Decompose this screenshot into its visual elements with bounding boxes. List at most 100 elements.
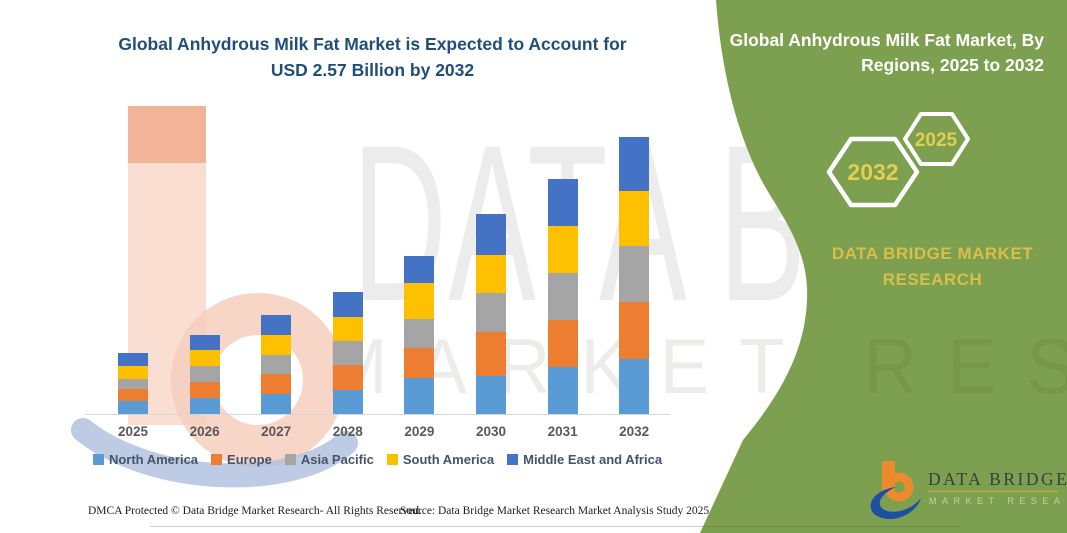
brand-text-line1: DATA BRIDGE MARKET bbox=[831, 244, 1034, 263]
x-axis-label-2025: 2025 bbox=[117, 424, 149, 439]
bar-segment-middle-east-and-africa-2030 bbox=[476, 214, 506, 255]
legend-swatch-icon bbox=[507, 454, 519, 465]
legend-swatch-icon bbox=[284, 454, 296, 465]
bar-segment-south-america-2028 bbox=[332, 317, 363, 341]
right-panel-heading-line2: Regions, 2025 to 2032 bbox=[861, 54, 1044, 75]
legend-label: Middle East and Africa bbox=[523, 452, 663, 467]
hexagon-2025-label: 2025 bbox=[915, 130, 958, 151]
brand-text-line2: RESEARCH bbox=[882, 270, 983, 290]
x-axis-label-2028: 2028 bbox=[332, 424, 363, 439]
legend-swatch-icon bbox=[211, 454, 223, 465]
bottom-divider-line bbox=[150, 526, 960, 527]
bar-segment-asia-pacific-2030 bbox=[476, 293, 506, 332]
bar-segment-middle-east-and-africa-2031 bbox=[547, 179, 578, 226]
bar-segment-europe-2026 bbox=[189, 382, 220, 398]
legend-label: South America bbox=[402, 452, 495, 467]
bar-segment-middle-east-and-africa-2029 bbox=[404, 256, 435, 283]
x-axis-label-2031: 2031 bbox=[547, 424, 578, 439]
bar-segment-south-america-2030 bbox=[476, 255, 506, 293]
bar-segment-asia-pacific-2025 bbox=[118, 379, 148, 389]
x-axis-label-2026: 2026 bbox=[189, 424, 220, 439]
x-axis-label-2029: 2029 bbox=[404, 424, 435, 439]
hexagon-badges: 2032 2025 bbox=[826, 112, 970, 208]
stacked-bar-2029 bbox=[404, 256, 435, 414]
footer-dmca-text: DMCA Protected © Data Bridge Market Rese… bbox=[88, 505, 422, 517]
x-axis-label-2027: 2027 bbox=[261, 424, 292, 439]
legend-label: North America bbox=[108, 452, 199, 467]
stacked-bar-2025 bbox=[118, 353, 148, 414]
bar-segment-europe-2028 bbox=[332, 365, 363, 390]
legend-swatch-icon bbox=[386, 454, 398, 465]
stacked-bar-2030 bbox=[476, 214, 506, 414]
bar-segment-asia-pacific-2028 bbox=[332, 341, 363, 365]
bar-segment-south-america-2031 bbox=[547, 226, 578, 273]
legend-label: Asia Pacific bbox=[300, 452, 374, 467]
watermark-text-market-research: MARKET RESEARCH bbox=[326, 322, 1067, 410]
bar-segment-south-america-2025 bbox=[118, 366, 148, 379]
bar-segment-south-america-2032 bbox=[619, 191, 650, 246]
bar-segment-north-america-2025 bbox=[118, 401, 148, 414]
logo-blue-swoosh bbox=[870, 487, 921, 520]
bar-segment-europe-2029 bbox=[404, 348, 435, 378]
legend-item-europe: Europe bbox=[211, 452, 272, 467]
bar-segment-north-america-2029 bbox=[404, 378, 435, 414]
bar-segment-europe-2031 bbox=[547, 320, 578, 367]
bar-segment-asia-pacific-2027 bbox=[261, 355, 292, 374]
brand-text: DATA BRIDGE MARKET RESEARCH bbox=[795, 241, 1067, 294]
stacked-bar-2028 bbox=[332, 292, 363, 414]
stacked-bar-2027 bbox=[261, 315, 292, 414]
bar-segment-asia-pacific-2026 bbox=[189, 366, 220, 382]
bar-segment-asia-pacific-2031 bbox=[547, 273, 578, 320]
x-axis-label-2030: 2030 bbox=[475, 424, 507, 439]
hexagon-2032-label: 2032 bbox=[847, 159, 898, 185]
stacked-bar-2026 bbox=[189, 335, 220, 414]
bar-segment-europe-2027 bbox=[261, 374, 292, 394]
watermark-blue-swoosh bbox=[71, 418, 358, 488]
legend-item-asia-pacific: Asia Pacific bbox=[284, 452, 374, 467]
legend-label: Europe bbox=[227, 452, 272, 467]
chart-title-line1: Global Anhydrous Milk Fat Market is Expe… bbox=[118, 34, 627, 54]
stacked-bar-2031 bbox=[547, 179, 578, 414]
footer-source-text: Source: Data Bridge Market Research Mark… bbox=[400, 505, 710, 517]
bar-segment-middle-east-and-africa-2027 bbox=[261, 315, 292, 335]
logo-wordmark: DATA BRIDGE bbox=[928, 469, 1066, 489]
logo-b-mark bbox=[870, 461, 921, 520]
bar-segment-north-america-2030 bbox=[476, 376, 506, 414]
watermark-b-topblock bbox=[128, 106, 206, 163]
green-panel-path bbox=[700, 0, 1067, 533]
x-axis-label-2032: 2032 bbox=[619, 424, 650, 439]
logo-b-bowl bbox=[884, 472, 914, 502]
bar-segment-south-america-2029 bbox=[404, 283, 435, 319]
bar-segment-north-america-2027 bbox=[261, 394, 292, 414]
bar-segment-middle-east-and-africa-2026 bbox=[189, 335, 220, 350]
legend-swatch-icon bbox=[92, 454, 104, 465]
legend-item-north-america: North America bbox=[92, 452, 199, 467]
bar-segment-north-america-2026 bbox=[189, 398, 220, 414]
bar-segment-asia-pacific-2032 bbox=[619, 246, 650, 302]
plot-area: 2025 2026 2027 2028 2029 2030 2031 2032 bbox=[85, 130, 670, 439]
legend-item-middle-east-and-africa: Middle East and Africa bbox=[507, 452, 662, 467]
chart-legend: North America Europe Asia Pacific South Ame… bbox=[85, 452, 670, 467]
databridge-logo: DATA BRIDGE MARKET RESEARCH bbox=[870, 461, 1066, 520]
hexagon-2032 bbox=[826, 136, 920, 208]
right-panel-heading: Global Anhydrous Milk Fat Market, By Reg… bbox=[699, 28, 1044, 77]
right-panel-heading-line1: Global Anhydrous Milk Fat Market, By bbox=[729, 30, 1044, 50]
hexagon-2025 bbox=[903, 112, 970, 166]
chart-title-line2: USD 2.57 Billion by 2032 bbox=[270, 60, 475, 81]
bar-segment-north-america-2031 bbox=[547, 367, 578, 414]
bar-segment-south-america-2027 bbox=[261, 335, 292, 355]
logo-tagline: MARKET RESEARCH bbox=[929, 496, 1066, 506]
bar-segment-europe-2032 bbox=[619, 302, 650, 359]
bar-segment-north-america-2028 bbox=[332, 390, 363, 414]
bar-segment-europe-2025 bbox=[118, 389, 148, 401]
legend-item-south-america: South America bbox=[386, 452, 495, 467]
bar-segment-middle-east-and-africa-2032 bbox=[619, 137, 650, 191]
chart-title: Global Anhydrous Milk Fat Market is Expe… bbox=[95, 31, 650, 84]
bar-segment-middle-east-and-africa-2028 bbox=[332, 292, 363, 317]
bar-segment-south-america-2026 bbox=[189, 350, 220, 366]
bar-segment-middle-east-and-africa-2025 bbox=[118, 353, 148, 366]
stacked-bar-2032 bbox=[619, 137, 650, 414]
bar-segment-asia-pacific-2029 bbox=[404, 319, 435, 348]
